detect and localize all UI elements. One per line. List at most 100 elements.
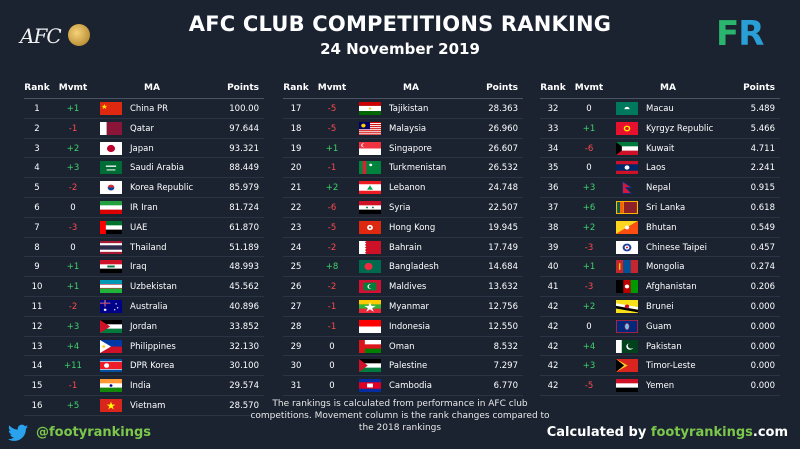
mvmt-cell: -3 [68, 222, 78, 233]
ranking-table-3: Rank Mvmt MA Points 32 0 Macau 5.489 33 +1 Kyr… [540, 80, 780, 396]
mvmt-cell: +2 [582, 301, 596, 312]
syria-flag-icon [359, 200, 381, 214]
ma-cell: Bangladesh [389, 262, 439, 273]
rank-cell: 17 [290, 104, 302, 114]
iran-flag-icon [100, 200, 122, 214]
thailand-flag-icon [100, 240, 122, 254]
rank-cell: 3 [34, 143, 40, 154]
mvmt-cell: +6 [582, 202, 596, 213]
table-row: 37 +6 Sri Lanka 0.618 [540, 198, 780, 218]
points-cell: 0.000 [750, 381, 775, 392]
malaysia-flag-icon [359, 121, 381, 135]
dprk-flag-icon [100, 359, 122, 373]
ma-cell: Laos [646, 163, 666, 174]
header-points: Points [486, 83, 518, 93]
mvmt-cell: +1 [582, 262, 596, 273]
china-flag-icon [100, 102, 122, 115]
tajikistan-flag-icon [359, 102, 381, 115]
table-row: 11 -2 Australia 40.896 [24, 297, 264, 317]
mvmt-cell: +2 [325, 183, 339, 194]
pakistan-flag-icon [616, 339, 638, 353]
rank-cell: 37 [547, 202, 559, 213]
rank-cell: 42 [547, 321, 559, 332]
iraq-flag-icon [100, 260, 122, 274]
points-cell: 5.466 [750, 123, 775, 134]
header-rank: Rank [24, 83, 50, 93]
page-title: AFC CLUB COMPETITIONS RANKING [188, 12, 612, 36]
points-cell: 12.550 [488, 321, 518, 332]
mvmt-cell: +3 [582, 183, 596, 194]
table-row: 3 +2 Japan 93.321 [24, 139, 264, 159]
table-row: 14 +11 DPR Korea 30.100 [24, 356, 264, 377]
table-row: 13 +4 Philippines 32.130 [24, 337, 264, 357]
japan-flag-icon [100, 141, 122, 155]
table-row: 28 -1 Indonesia 12.550 [283, 317, 523, 337]
table-row: 34 -6 Kuwait 4.711 [540, 139, 780, 159]
ma-cell: China PR [130, 104, 169, 114]
mvmt-cell: +3 [582, 361, 596, 372]
points-cell: 85.979 [229, 183, 259, 194]
australia-flag-icon [100, 299, 122, 313]
ma-cell: Afghanistan [646, 282, 697, 293]
points-cell: 5.489 [750, 104, 775, 114]
myanmar-flag-icon [359, 299, 381, 313]
table-row: 7 -3 UAE 61.870 [24, 218, 264, 238]
points-cell: 97.644 [229, 123, 259, 134]
mvmt-cell: -3 [584, 282, 594, 293]
points-cell: 6.770 [493, 381, 518, 392]
points-cell: 14.684 [488, 262, 518, 273]
mvmt-cell: -1 [327, 163, 337, 174]
rank-cell: 36 [547, 183, 559, 194]
rank-cell: 34 [547, 143, 559, 154]
table-row: 1 +1 China PR 100.00 [24, 99, 264, 119]
points-cell: 32.130 [229, 341, 259, 352]
table-row: 39 -3 Chinese Taipei 0.457 [540, 238, 780, 258]
table-row: 9 +1 Iraq 48.993 [24, 257, 264, 278]
rank-cell: 42 [547, 361, 559, 372]
table-row: 33 +1 Kyrgyz Republic 5.466 [540, 119, 780, 139]
fr-badge: FR [716, 14, 764, 54]
points-cell: 51.189 [229, 242, 259, 253]
table-row: 5 -2 Korea Republic 85.979 [24, 178, 264, 198]
mvmt-cell: +1 [66, 262, 80, 273]
calc-site: footyrankings [650, 425, 753, 440]
rank-cell: 11 [31, 301, 43, 312]
rank-cell: 22 [290, 202, 302, 213]
ma-cell: Tajikistan [389, 104, 429, 114]
points-cell: 61.870 [229, 222, 259, 233]
mvmt-cell: +11 [64, 361, 82, 372]
ma-cell: Australia [130, 301, 168, 312]
mvmt-cell: +2 [66, 143, 80, 154]
mvmt-cell: +1 [66, 282, 80, 293]
oman-flag-icon [359, 339, 381, 353]
mvmt-cell: -2 [68, 183, 78, 194]
mvmt-cell: -2 [327, 282, 337, 293]
afc-logo: AFC [20, 18, 90, 58]
table-row: 29 0 Oman 8.532 [283, 337, 523, 357]
rank-cell: 42 [547, 381, 559, 392]
table-row: 22 -6 Syria 22.507 [283, 198, 523, 218]
points-cell: 22.507 [488, 202, 518, 213]
saudi-flag-icon [100, 161, 122, 175]
mvmt-cell: 0 [329, 361, 335, 372]
jordan-flag-icon [100, 319, 122, 333]
table-row: 40 +1 Mongolia 0.274 [540, 257, 780, 278]
table-row: 30 0 Palestine 7.297 [283, 356, 523, 377]
table-row: 27 -1 Myanmar 12.756 [283, 297, 523, 317]
guam-flag-icon [616, 319, 638, 333]
mvmt-cell: -1 [68, 381, 78, 392]
kuwait-flag-icon [616, 141, 638, 155]
rank-cell: 14 [31, 361, 43, 372]
calc-suffix: .com [752, 425, 788, 440]
table-row: 42 +2 Brunei 0.000 [540, 297, 780, 317]
points-cell: 0.000 [750, 301, 775, 312]
rank-cell: 13 [31, 341, 43, 352]
points-cell: 40.896 [229, 301, 259, 312]
rank-cell: 42 [547, 341, 559, 352]
ma-cell: Iraq [130, 262, 147, 273]
points-cell: 24.748 [488, 183, 518, 194]
mvmt-cell: 0 [70, 242, 76, 253]
table-row: 42 +3 Timor-Leste 0.000 [540, 356, 780, 377]
fr-badge-f: F [716, 14, 739, 54]
bangladesh-flag-icon [359, 260, 381, 274]
